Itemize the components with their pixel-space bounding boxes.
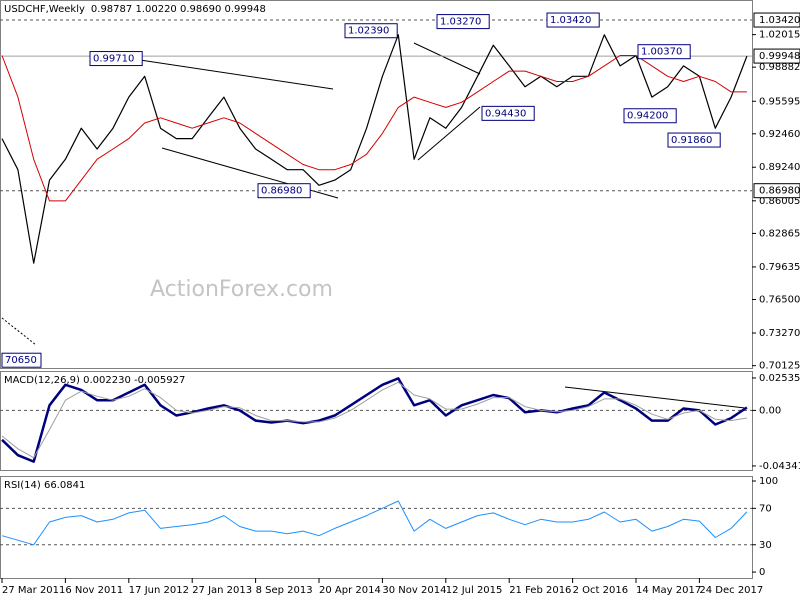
x-tick-label: 12 Jul 2015 bbox=[446, 585, 503, 596]
annotation-box bbox=[637, 44, 691, 60]
panel-title: MACD(12,26,9) 0.002230 -0.005927 bbox=[4, 375, 185, 386]
y-tick-label: 0.025353 bbox=[759, 373, 800, 384]
last-price-box bbox=[753, 48, 800, 64]
level-label-box bbox=[753, 183, 800, 199]
annotation-box bbox=[623, 108, 677, 124]
x-tick-label: 21 Feb 2016 bbox=[509, 585, 571, 596]
level-label: 1.03420 bbox=[759, 15, 800, 26]
annotation-label: 1.00370 bbox=[641, 47, 682, 58]
trend-line bbox=[564, 386, 746, 409]
series-line bbox=[1, 55, 747, 202]
trend-line bbox=[139, 59, 334, 90]
series-line bbox=[1, 381, 747, 459]
y-tick-label: 0.89240 bbox=[759, 162, 800, 173]
y-tick-label: 1.02015 bbox=[759, 30, 800, 41]
x-tick-label: 24 Dec 2017 bbox=[699, 585, 763, 596]
annotation-box bbox=[481, 105, 535, 121]
annotation-box bbox=[667, 132, 721, 148]
y-tick-label: 0.76500 bbox=[759, 294, 800, 305]
last-price-label: 0.99948 bbox=[759, 51, 800, 62]
y-tick-label: 0.73270 bbox=[759, 328, 800, 339]
y-tick-label: 0.98882 bbox=[759, 62, 800, 73]
series-line bbox=[1, 377, 748, 463]
x-tick-label: 30 Nov 2014 bbox=[382, 585, 446, 596]
annotation-box bbox=[257, 183, 311, 199]
annotation-box bbox=[1, 352, 42, 368]
y-tick-label: 0.79635 bbox=[759, 262, 800, 273]
annotation-label: 1.02390 bbox=[348, 26, 389, 37]
y-tick-label: 0.86005 bbox=[759, 196, 800, 207]
x-tick-label: 17 Jun 2012 bbox=[129, 585, 189, 596]
x-tick-label: 20 Apr 2014 bbox=[319, 585, 381, 596]
annotation-label: 0.94430 bbox=[485, 108, 526, 119]
annotation-label: 70650 bbox=[5, 355, 37, 366]
y-tick-label: 0 bbox=[759, 567, 765, 578]
y-tick-label: -0.043419 bbox=[759, 461, 800, 472]
annotation-box bbox=[546, 12, 600, 28]
annotation-label: 0.86980 bbox=[261, 186, 302, 197]
chart-title: USDCHF,Weekly 0.98787 1.00220 0.98690 0.9… bbox=[4, 4, 266, 15]
x-tick-label: 8 Sep 2013 bbox=[256, 585, 313, 596]
panel-frame bbox=[0, 371, 753, 471]
series-line bbox=[1, 500, 748, 546]
annotation-label: 0.91860 bbox=[671, 135, 712, 146]
trend-line bbox=[417, 106, 481, 161]
x-tick-label: 27 Jan 2013 bbox=[192, 585, 252, 596]
ohlc-label: 0.98787 1.00220 0.98690 0.99948 bbox=[91, 4, 266, 15]
y-tick-label: 100 bbox=[759, 476, 778, 487]
annotation-label: 0.94200 bbox=[627, 111, 668, 122]
x-tick-label: 6 Nov 2011 bbox=[65, 585, 123, 596]
y-tick-label: 0.95595 bbox=[759, 96, 800, 107]
x-tick-label: 14 May 2017 bbox=[636, 585, 701, 596]
y-tick-label: 30 bbox=[759, 540, 772, 551]
y-tick-label: 0.92460 bbox=[759, 129, 800, 140]
annotation-box bbox=[344, 23, 398, 39]
trend-line bbox=[413, 42, 481, 75]
x-tick-label: 2 Oct 2016 bbox=[573, 585, 628, 596]
annotation-label: 0.99710 bbox=[93, 54, 134, 65]
panel-title: RSI(14) 66.0841 bbox=[4, 480, 85, 491]
annotation-label: 1.03420 bbox=[550, 15, 591, 26]
annotation-box bbox=[436, 14, 490, 30]
y-tick-label: 0.82865 bbox=[759, 228, 800, 239]
panel-frame bbox=[0, 476, 753, 579]
x-tick-label: 27 Mar 2011 bbox=[2, 585, 65, 596]
watermark: ActionForex.com bbox=[150, 277, 333, 302]
panel-frame bbox=[0, 0, 753, 369]
y-tick-label: 0.00 bbox=[759, 405, 781, 416]
chart-title-symbol: USDCHF,Weekly bbox=[4, 4, 85, 15]
annotation-label: 1.03270 bbox=[440, 17, 481, 28]
level-label-box bbox=[753, 12, 800, 28]
level-label: 0.86980 bbox=[759, 186, 800, 197]
trend-line bbox=[1, 317, 37, 346]
annotation-box bbox=[89, 51, 143, 67]
y-tick-label: 0.70125 bbox=[759, 361, 800, 372]
series-line bbox=[1, 34, 748, 264]
y-tick-label: 70 bbox=[759, 503, 772, 514]
